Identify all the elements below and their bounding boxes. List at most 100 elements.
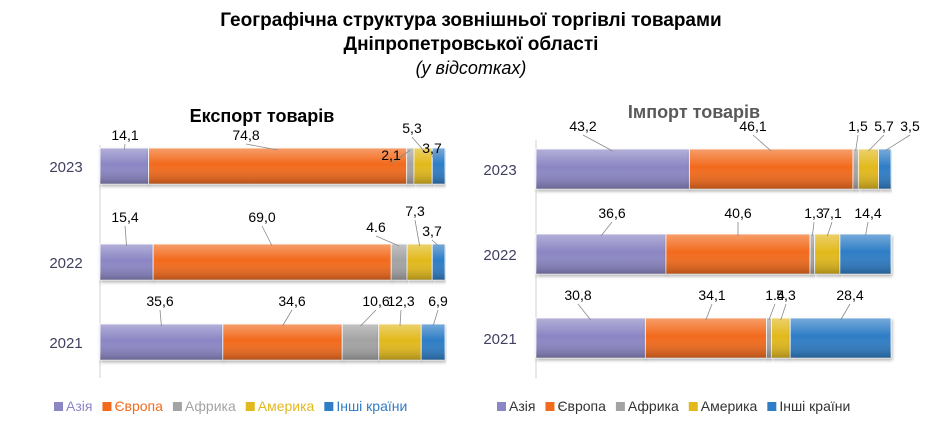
legend-label: Інші країни: [336, 398, 407, 414]
data-label: 74,8: [232, 127, 259, 143]
leader-line: [868, 134, 885, 152]
leader-line: [582, 134, 613, 152]
data-label: 5,7: [874, 118, 894, 134]
data-label: 36,6: [598, 205, 625, 221]
bar-shine: [853, 149, 859, 189]
legend-label: Азія: [509, 398, 535, 414]
leader-line: [159, 309, 162, 327]
bar-shine: [406, 148, 414, 184]
panel-title: Імпорт товарів: [628, 102, 760, 122]
legend-label: Америка: [701, 398, 758, 414]
data-label: 7,1: [822, 205, 842, 221]
legend-swatch: [54, 402, 63, 411]
legend-swatch: [688, 402, 698, 411]
legend-swatch: [324, 402, 334, 411]
leader-line: [865, 221, 869, 237]
bar-shine: [421, 324, 445, 360]
bar-shine: [536, 234, 666, 274]
bar-shine: [432, 148, 445, 184]
leader-line: [780, 303, 787, 321]
legend-label: Америка: [258, 398, 315, 414]
data-label: 28,4: [836, 287, 863, 303]
legend-swatch: [615, 402, 625, 411]
data-label: 7,3: [405, 203, 425, 219]
leader-line: [123, 143, 126, 151]
data-label: 15,4: [111, 209, 138, 225]
data-label: 69,0: [248, 209, 275, 225]
year-label: 2021: [483, 331, 516, 348]
legend-swatch: [545, 402, 555, 411]
data-label: 1,3: [804, 205, 824, 221]
leader-line: [600, 221, 613, 237]
data-label: 1,5: [848, 118, 868, 134]
legend-swatch: [172, 402, 182, 411]
data-label: 5,3: [402, 120, 422, 136]
data-label: 14,1: [111, 127, 138, 143]
leader-line: [705, 303, 713, 321]
legend-swatch: [767, 402, 777, 411]
data-label: 14,4: [854, 205, 881, 221]
bar-shine: [810, 234, 815, 274]
panel-title: Експорт товарів: [190, 106, 335, 126]
legend-label: Європа: [114, 398, 163, 414]
leader-line: [399, 309, 402, 327]
chart-title-line2: Дніпропетровської області: [343, 34, 599, 55]
leader-line: [577, 303, 591, 321]
data-label: 6,9: [428, 293, 448, 309]
leader-line: [855, 134, 859, 152]
leader-line: [245, 143, 278, 151]
year-label: 2022: [483, 247, 516, 264]
bar-shine: [153, 244, 392, 280]
bar-shine: [665, 234, 811, 274]
bar-shine: [100, 324, 223, 360]
year-label: 2021: [49, 335, 82, 352]
leader-line: [752, 134, 772, 152]
leader-line: [431, 239, 439, 247]
leader-line: [360, 309, 377, 327]
data-label: 1.4: [765, 287, 785, 303]
data-label: 5,3: [776, 287, 796, 303]
chart-subtitle: (у відсотках): [415, 58, 527, 78]
leader-line: [375, 235, 400, 247]
leader-line: [282, 309, 293, 327]
legend-label: Африка: [185, 398, 236, 414]
data-label: 43,2: [569, 118, 596, 134]
bar-shine: [814, 234, 840, 274]
data-label: 3,7: [422, 223, 442, 239]
legend-label: Азія: [66, 398, 92, 414]
bar-shine: [771, 318, 791, 358]
leader-line: [826, 221, 833, 237]
bar-shine: [645, 318, 767, 358]
bar-shine: [100, 244, 154, 280]
data-label: 30,8: [564, 287, 591, 303]
year-label: 2023: [483, 162, 516, 179]
legend-label: Інші країни: [779, 398, 850, 414]
bar-shine: [432, 244, 445, 280]
data-label: 3,7: [422, 140, 442, 156]
bar-shine: [391, 244, 408, 280]
leader-line: [431, 149, 439, 158]
data-label: 46,1: [739, 118, 766, 134]
bar-shine: [839, 234, 891, 274]
bar-shine: [536, 149, 690, 189]
legend-swatch: [102, 402, 112, 411]
data-label: 4.6: [366, 219, 386, 235]
bar-shine: [342, 324, 379, 360]
leader-line: [768, 303, 776, 321]
leader-line: [261, 225, 273, 247]
leader-line: [811, 221, 815, 237]
leader-line: [414, 219, 421, 247]
leader-line: [124, 225, 127, 247]
bar-shine: [790, 318, 891, 358]
bar-shine: [407, 244, 433, 280]
leader-line: [884, 134, 911, 152]
bar-shine: [148, 148, 407, 184]
year-label: 2022: [49, 255, 82, 272]
legend-swatch: [497, 402, 506, 411]
leader-line: [390, 149, 411, 165]
bar-shine: [858, 149, 879, 189]
data-label: 35,6: [146, 293, 173, 309]
bar-shine: [766, 318, 772, 358]
bar-shine: [413, 148, 433, 184]
